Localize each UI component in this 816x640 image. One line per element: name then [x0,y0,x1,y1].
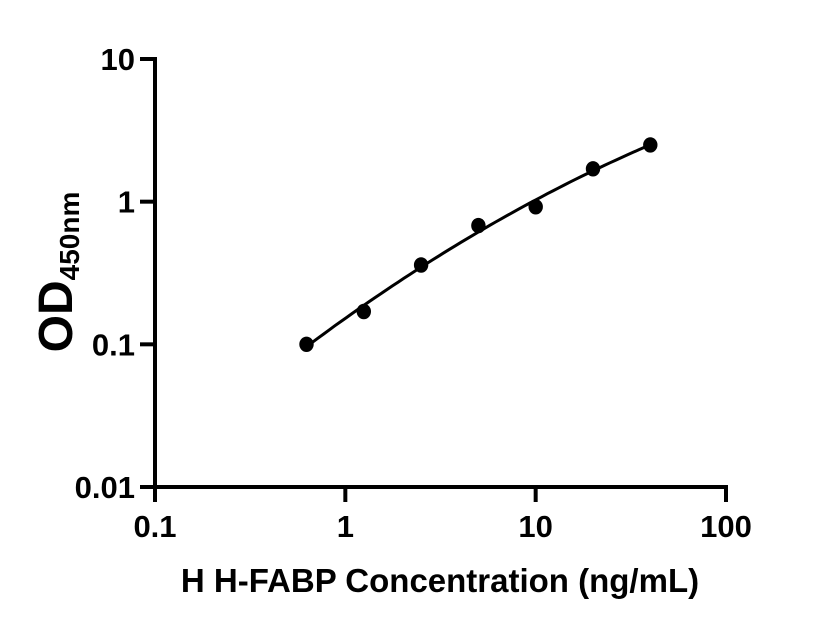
trend-line [305,143,651,348]
y-tick-label: 0.01 [75,470,135,505]
y-axis: 10 1 0.1 0.01 OD450nm [30,42,157,505]
x-axis-title: H H-FABP Concentration (ng/mL) [181,562,699,599]
x-tick-label: 1 [337,509,354,544]
x-axis: 0.1 1 10 100 H H-FABP Concentration (ng/mL) [133,485,752,599]
data-point [643,137,658,153]
data-point [413,257,429,273]
x-tick-label: 0.1 [133,509,176,544]
data-point [528,199,543,215]
data-point [471,217,486,234]
data-point [299,336,314,352]
x-tick-label: 100 [700,509,752,544]
y-tick-label: 1 [118,185,135,220]
data-points-group [299,137,658,352]
y-tick-group: 10 1 0.1 0.01 [75,42,155,505]
y-tick-label: 0.1 [92,327,135,362]
x-tick-group: 0.1 1 10 100 [133,487,752,544]
y-axis-title-main: OD [30,280,83,352]
x-tick-label: 10 [518,509,552,544]
y-axis-title-subscript: 450nm [54,192,85,281]
data-point [356,303,371,320]
y-axis-title: OD450nm [30,192,85,353]
y-tick-label: 10 [101,42,135,77]
data-point [585,161,601,177]
